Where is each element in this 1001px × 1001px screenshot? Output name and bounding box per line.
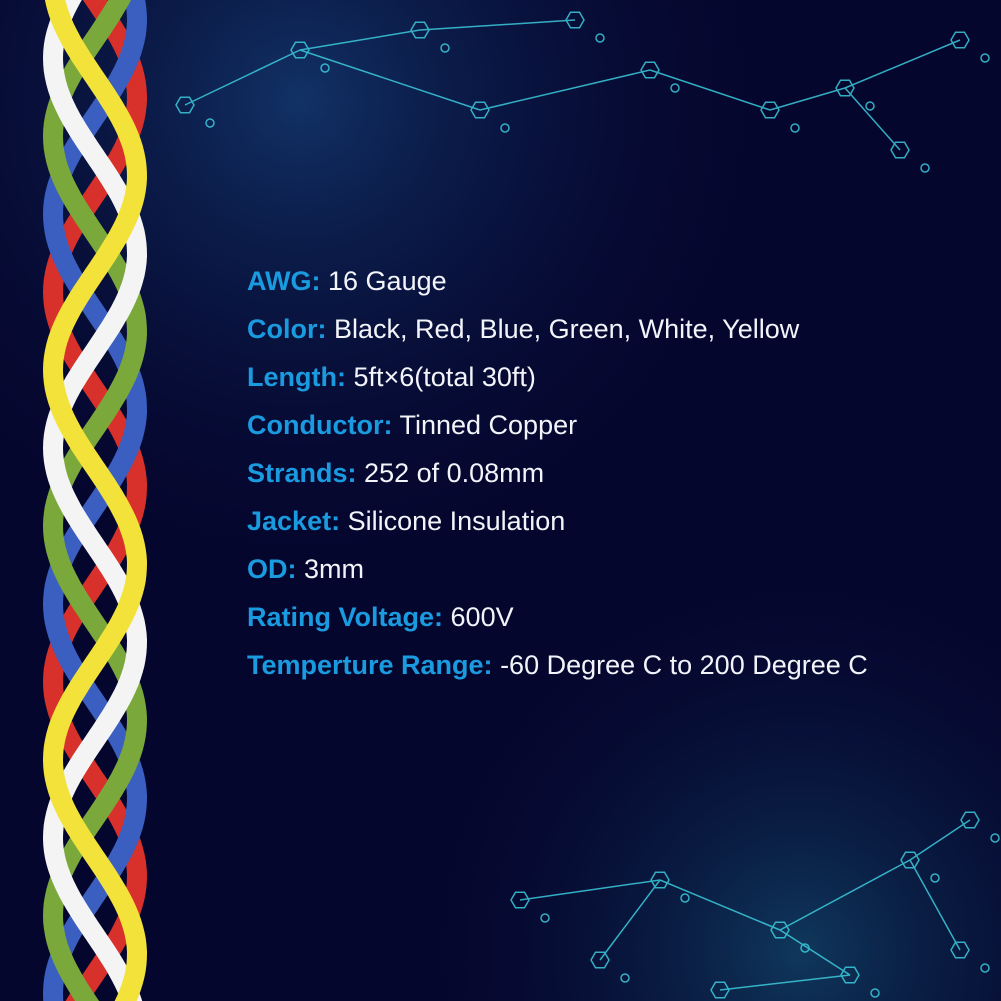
wire-strand [42, 0, 148, 1001]
circuit-line [659, 879, 781, 931]
circuit-dot [790, 123, 800, 133]
circuit-dot [595, 33, 605, 43]
spec-color: Color: Black, Red, Blue, Green, White, Y… [247, 310, 868, 358]
circuit-hex-node [840, 966, 860, 984]
spec-value: 16 Gauge [328, 266, 447, 296]
circuit-hex-node [640, 61, 660, 79]
circuit-hex-node [175, 96, 195, 114]
circuit-line [419, 19, 576, 31]
circuit-line [719, 974, 851, 991]
spec-list: AWG: 16 Gauge Color: Black, Red, Blue, G… [247, 262, 868, 694]
circuit-hex-node [900, 851, 920, 869]
circuit-line [299, 29, 421, 51]
spec-length: Length: 5ft×6(total 30ft) [247, 358, 868, 406]
circuit-hex-node [770, 921, 790, 939]
spec-value: 252 of 0.08mm [364, 458, 545, 488]
circuit-dot [980, 963, 990, 973]
spec-label: AWG: [247, 266, 321, 296]
spec-awg: AWG: 16 Gauge [247, 262, 868, 310]
circuit-network-decoration [175, 11, 1000, 999]
spec-value: -60 Degree C to 200 Degree C [500, 650, 868, 680]
circuit-dot [440, 43, 450, 53]
circuit-line [769, 87, 846, 111]
circuit-hex-node [710, 981, 730, 999]
circuit-line [184, 49, 301, 106]
spec-value: Silicone Insulation [347, 506, 566, 536]
spec-conductor: Conductor: Tinned Copper [247, 406, 868, 454]
circuit-line [519, 879, 661, 901]
circuit-dot [800, 943, 810, 953]
circuit-hex-node [510, 891, 530, 909]
spec-strands: Strands: 252 of 0.08mm [247, 454, 868, 502]
spec-temperature-range: Temperture Range: -60 Degree C to 200 De… [247, 646, 868, 694]
spec-value: Black, Red, Blue, Green, White, Yellow [334, 314, 800, 344]
circuit-dot [980, 53, 990, 63]
spec-value: 600V [450, 602, 514, 632]
circuit-line [909, 819, 971, 861]
spec-rating-voltage: Rating Voltage: 600V [247, 598, 868, 646]
spec-value: 3mm [304, 554, 365, 584]
circuit-dot [540, 913, 550, 923]
circuit-dot [870, 988, 880, 998]
twisted-wires-image [42, 0, 148, 1001]
circuit-line [649, 69, 771, 111]
spec-jacket: Jacket: Silicone Insulation [247, 502, 868, 550]
spec-label: Color: [247, 314, 327, 344]
circuit-line [779, 859, 911, 931]
spec-label: Strands: [247, 458, 357, 488]
wire-strand [42, 0, 148, 1001]
spec-label: Jacket: [247, 506, 341, 536]
circuit-hex-node [650, 871, 670, 889]
circuit-hex-node [590, 951, 610, 969]
circuit-hex-node [950, 941, 970, 959]
circuit-hex-node [290, 41, 310, 59]
circuit-dot [620, 973, 630, 983]
spec-label: Temperture Range: [247, 650, 493, 680]
circuit-line [909, 859, 961, 951]
circuit-hex-node [470, 101, 490, 119]
spec-label: Length: [247, 362, 346, 392]
circuit-hex-node [950, 31, 970, 49]
circuit-dot [205, 118, 215, 128]
wire-strand [42, 0, 148, 1001]
circuit-line [599, 879, 661, 961]
circuit-dot [320, 63, 330, 73]
spec-value: 5ft×6(total 30ft) [353, 362, 536, 392]
circuit-line [844, 39, 961, 89]
circuit-line [844, 87, 901, 151]
circuit-hex-node [410, 21, 430, 39]
circuit-dot [670, 83, 680, 93]
circuit-line [479, 69, 651, 111]
circuit-dot [865, 101, 875, 111]
circuit-dot [500, 123, 510, 133]
circuit-hex-node [565, 11, 585, 29]
circuit-dot [930, 873, 940, 883]
spec-od: OD: 3mm [247, 550, 868, 598]
circuit-hex-node [835, 79, 855, 97]
spec-label: Rating Voltage: [247, 602, 444, 632]
circuit-hex-node [760, 101, 780, 119]
circuit-dot [680, 893, 690, 903]
circuit-hex-node [890, 141, 910, 159]
circuit-line [779, 929, 851, 976]
circuit-hex-node [960, 811, 980, 829]
spec-value: Tinned Copper [399, 410, 578, 440]
spec-label: Conductor: [247, 410, 393, 440]
circuit-line [299, 49, 481, 111]
circuit-dot [990, 833, 1000, 843]
circuit-dot [920, 163, 930, 173]
spec-label: OD: [247, 554, 297, 584]
